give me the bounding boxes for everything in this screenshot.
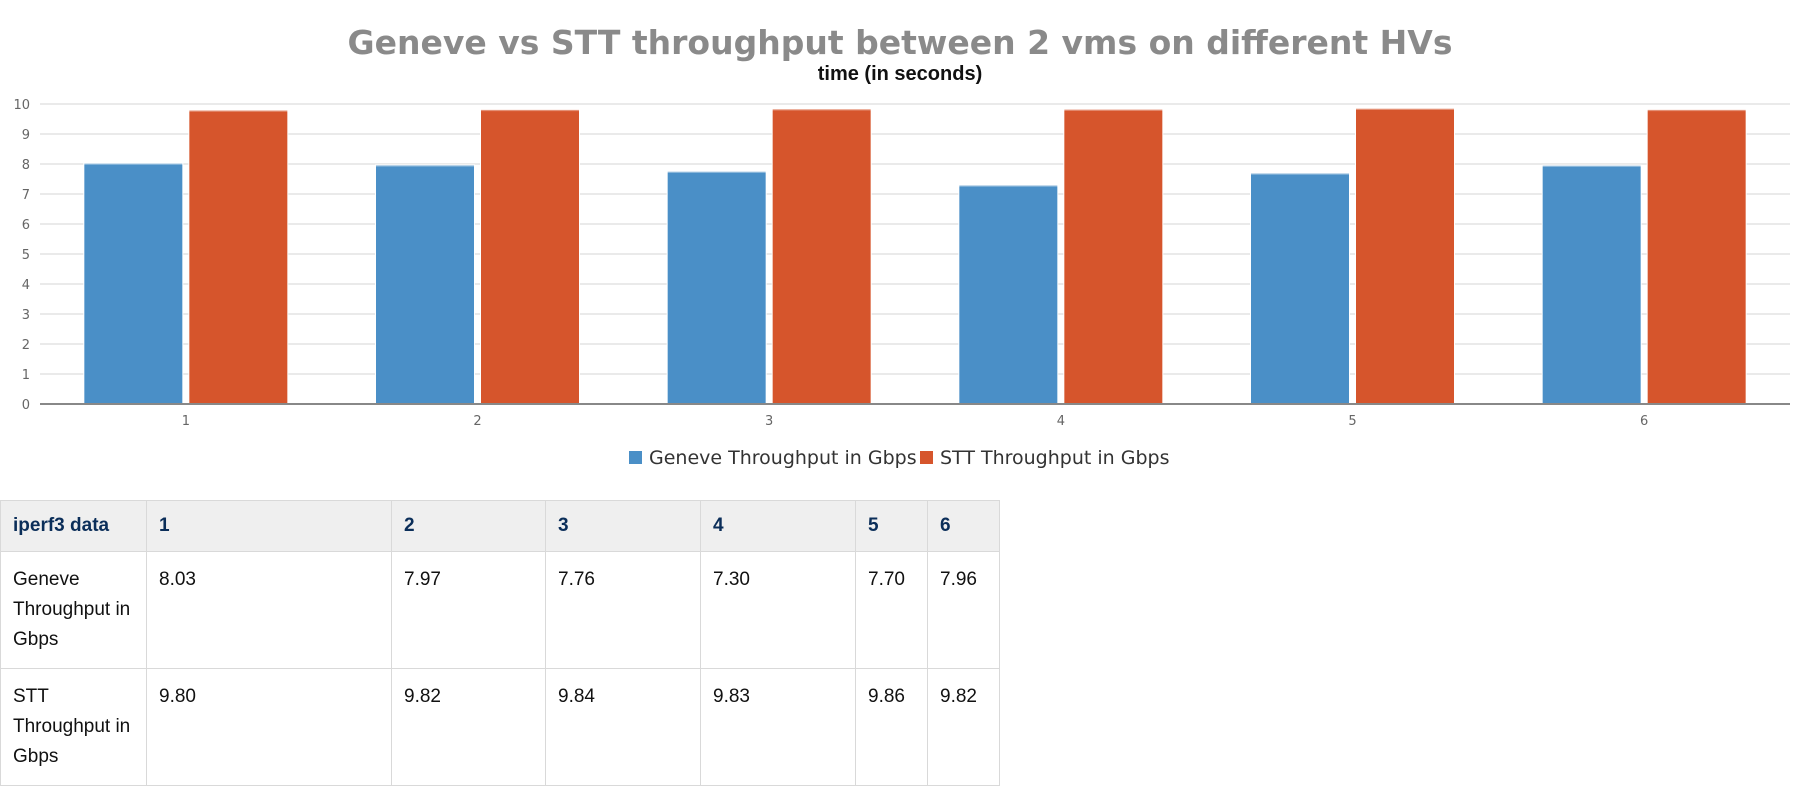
table-row: STT Throughput in Gbps 9.80 9.82 9.84 9.… xyxy=(0,668,1000,786)
y-tick-label: 0 xyxy=(22,398,30,413)
table-row: Geneve Throughput in Gbps 8.03 7.97 7.76… xyxy=(0,551,1000,669)
x-tick-label: 4 xyxy=(1057,414,1065,429)
stt-bar xyxy=(1646,108,1747,405)
x-tick-label: 3 xyxy=(765,414,773,429)
table-cell: 8.03 xyxy=(146,551,392,669)
y-tick-label: 4 xyxy=(22,278,30,293)
gridlines xyxy=(40,103,1790,375)
x-tick-label: 5 xyxy=(1348,414,1356,429)
table-header-cell: 4 xyxy=(700,500,856,552)
stt-bar xyxy=(1063,108,1164,405)
geneve-bar xyxy=(83,162,184,405)
table-header-row: iperf3 data 1 2 3 4 5 6 xyxy=(0,500,1000,552)
table-header-cell: iperf3 data xyxy=(0,500,147,552)
stt-bar xyxy=(480,108,580,405)
y-tick-label: 6 xyxy=(22,218,30,233)
geneve-legend-swatch xyxy=(629,451,642,464)
table-cell: 7.30 xyxy=(700,551,856,669)
y-tick-label: 1 xyxy=(22,368,30,383)
y-tick-label: 2 xyxy=(22,338,30,353)
row-label: STT Throughput in Gbps xyxy=(0,668,147,786)
stt-bar xyxy=(188,109,289,405)
table-cell: 9.80 xyxy=(146,668,392,786)
y-tick-label: 10 xyxy=(13,98,30,113)
stt-bar xyxy=(771,108,872,405)
x-axis-ticks: 1 2 3 4 5 6 xyxy=(182,414,1649,429)
table-cell: 9.84 xyxy=(545,668,701,786)
table-cell: 7.76 xyxy=(545,551,701,669)
geneve-bar xyxy=(666,170,767,405)
y-tick-label: 3 xyxy=(22,308,30,323)
x-tick-label: 2 xyxy=(473,414,481,429)
geneve-bar xyxy=(375,164,475,405)
table-header-cell: 5 xyxy=(855,500,928,552)
y-tick-label: 8 xyxy=(22,158,30,173)
table-header-cell: 2 xyxy=(391,500,546,552)
chart-subtitle: time (in seconds) xyxy=(818,63,982,85)
y-tick-label: 5 xyxy=(22,248,30,263)
table-cell: 9.82 xyxy=(927,668,1000,786)
x-tick-label: 6 xyxy=(1640,414,1648,429)
chart-title: Geneve vs STT throughput between 2 vms o… xyxy=(347,23,1452,62)
stt-bar xyxy=(1355,107,1455,405)
geneve-bar xyxy=(1250,172,1350,405)
geneve-bar xyxy=(1541,164,1642,405)
table-cell: 7.97 xyxy=(391,551,546,669)
table-header-cell: 3 xyxy=(545,500,701,552)
bars xyxy=(83,107,1747,405)
y-tick-label: 7 xyxy=(22,188,30,203)
table-cell: 7.70 xyxy=(855,551,928,669)
table-cell: 9.82 xyxy=(391,668,546,786)
table-header-cell: 1 xyxy=(146,500,392,552)
table-cell: 9.86 xyxy=(855,668,928,786)
stt-legend-swatch xyxy=(920,451,933,464)
bar-chart: Geneve vs STT throughput between 2 vms o… xyxy=(13,23,1790,469)
y-axis-ticks: 0 1 2 3 4 5 6 7 8 9 10 xyxy=(13,98,30,413)
table-cell: 9.83 xyxy=(700,668,856,786)
table-header-cell: 6 xyxy=(927,500,1000,552)
table-cell: 7.96 xyxy=(927,551,1000,669)
y-tick-label: 9 xyxy=(22,128,30,143)
legend-label: Geneve Throughput in Gbps xyxy=(649,447,917,469)
legend-label: STT Throughput in Gbps xyxy=(940,447,1169,469)
x-tick-label: 1 xyxy=(182,414,190,429)
data-table: iperf3 data 1 2 3 4 5 6 Geneve Throughpu… xyxy=(0,500,1000,786)
row-label: Geneve Throughput in Gbps xyxy=(0,551,147,669)
legend: Geneve Throughput in Gbps STT Throughput … xyxy=(629,447,1169,469)
geneve-bar xyxy=(958,184,1059,405)
